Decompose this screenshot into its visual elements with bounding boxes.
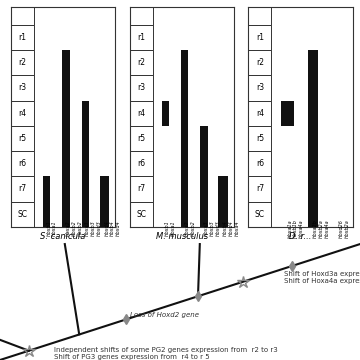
Bar [130,50,153,75]
Bar [248,7,271,25]
Bar [62,50,69,227]
Bar [248,50,271,75]
Text: r6: r6 [256,159,264,168]
Text: r4: r4 [137,109,145,118]
Text: SC: SC [17,210,27,219]
Text: r7: r7 [137,184,145,193]
Text: r2: r2 [137,58,145,67]
Text: Hoxd4
Hoxb4
Hoxd4: Hoxd4 Hoxb4 Hoxd4 [104,221,121,237]
Text: Hoxb4
Hoxd4
Hoxa4: Hoxb4 Hoxd4 Hoxa4 [223,221,240,237]
Text: r3: r3 [137,84,145,93]
Text: r5: r5 [137,134,145,143]
Text: r3: r3 [256,84,264,93]
Bar [281,100,289,126]
Bar [11,50,34,75]
Bar [130,202,153,227]
Bar [11,7,34,25]
Bar [308,50,318,227]
Text: r4: r4 [18,109,26,118]
Bar [104,176,109,227]
Bar [219,176,224,227]
Text: r1: r1 [256,33,264,42]
Text: r1: r1 [137,33,145,42]
Text: r7: r7 [256,184,264,193]
Bar [130,25,153,50]
Text: Independent shifts of some PG2 genes expression from  r2 to r3
Shift of PG3 gene: Independent shifts of some PG2 genes exp… [54,347,278,360]
Text: Hoxd26
Hoxb2a: Hoxd26 Hoxb2a [339,219,350,238]
Text: r2: r2 [18,58,26,67]
Bar [222,176,228,227]
Text: Hoxb1
Hoxa1: Hoxb1 Hoxa1 [165,221,176,237]
Bar [130,126,153,151]
Bar [130,100,153,126]
Bar [130,176,153,202]
Text: S. canicula: S. canicula [40,232,86,241]
Bar [11,75,34,100]
Bar [248,25,271,50]
Bar [11,126,34,151]
Text: Shift of Hoxd3a expres...
Shift of Hoxa4a expres...: Shift of Hoxd3a expres... Shift of Hoxa4… [284,271,360,284]
Text: SC: SC [136,210,146,219]
Text: Hoxa1a
Hoxb1b
Hoxa4a: Hoxa1a Hoxb1b Hoxa4a [287,219,304,238]
Text: r7: r7 [18,184,26,193]
Bar [162,100,169,126]
Text: r4: r4 [256,109,264,118]
Bar [248,126,271,151]
Bar [248,202,271,227]
Bar [200,126,208,227]
Text: Hoxa3
Hoxb3
Hoxd3: Hoxa3 Hoxb3 Hoxd3 [204,221,221,237]
Text: M. musculus: M. musculus [156,232,208,241]
Bar [11,100,34,126]
Bar [248,75,271,100]
Bar [286,100,294,126]
Bar [11,202,34,227]
Text: Hoxa2
Hoxb2
Hoxb2: Hoxa2 Hoxb2 Hoxb2 [66,221,82,237]
Bar [248,151,271,176]
Text: Hoxa2
Hoxb2: Hoxa2 Hoxb2 [185,221,195,237]
Bar [11,25,34,50]
Text: D. r...: D. r... [289,232,312,241]
Text: r2: r2 [256,58,264,67]
Bar [248,176,271,202]
Text: SC: SC [255,210,265,219]
Text: Loss of Hoxd2 gene: Loss of Hoxd2 gene [130,312,199,318]
Bar [11,176,34,202]
Text: r3: r3 [18,84,26,93]
Bar [130,75,153,100]
Text: Hoxa2b
Hoxb2a
Hoxa4a: Hoxa2b Hoxb2a Hoxa4a [313,219,330,238]
Text: Hoxa3
Hoxb3
Hoxd3: Hoxa3 Hoxb3 Hoxd3 [85,221,102,237]
Text: r5: r5 [18,134,26,143]
Text: r1: r1 [18,33,26,42]
Bar [181,50,188,227]
Bar [248,100,271,126]
Bar [43,176,50,227]
Bar [100,176,105,227]
Text: Hoxb1
Hoxa1: Hoxb1 Hoxa1 [46,221,57,237]
Bar [130,151,153,176]
Text: r6: r6 [137,159,145,168]
Bar [81,100,89,227]
Text: r5: r5 [256,134,264,143]
Bar [130,7,153,25]
Bar [11,151,34,176]
Text: r6: r6 [18,159,26,168]
